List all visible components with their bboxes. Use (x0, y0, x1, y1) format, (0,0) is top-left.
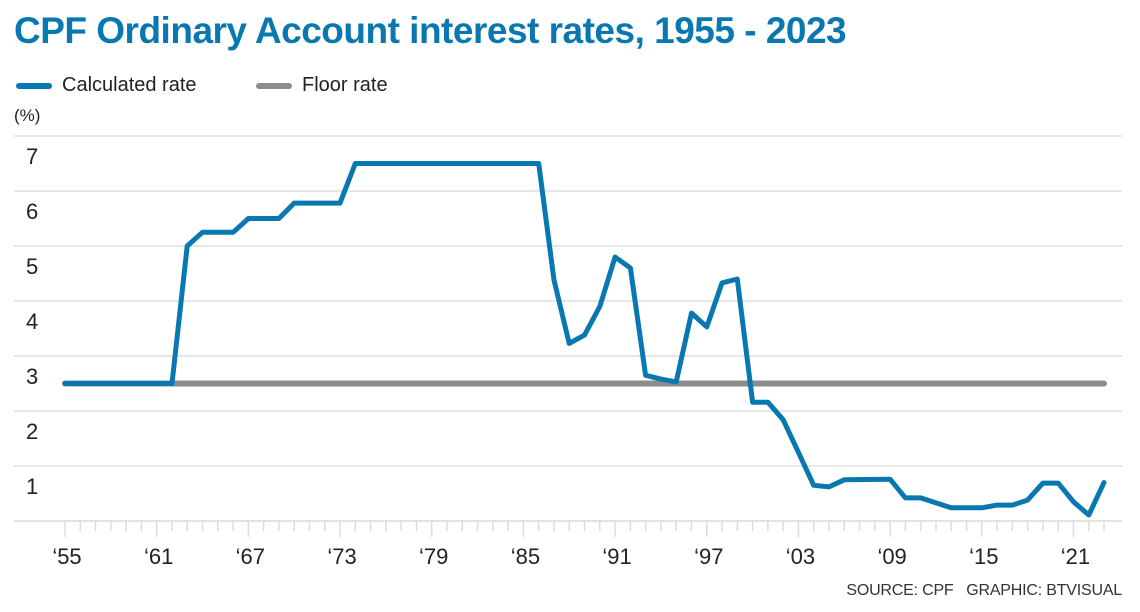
y-tick-label: 1 (26, 474, 38, 499)
series-line-calculated-rate (62, 161, 1107, 518)
y-axis-unit: (%) (14, 106, 41, 125)
x-tick-label: ‘91 (602, 544, 631, 569)
x-tick-label: ‘79 (419, 544, 448, 569)
y-tick-label: 3 (26, 364, 38, 389)
x-tick-label: ‘61 (144, 544, 173, 569)
chart-title: CPF Ordinary Account interest rates, 195… (14, 10, 847, 51)
source-credit: SOURCE: CPF GRAPHIC: BTVISUAL (846, 582, 1122, 599)
x-tick-label: ‘85 (511, 544, 540, 569)
legend-label-floor: Floor rate (302, 74, 388, 96)
x-tick-label: ‘03 (786, 544, 815, 569)
x-tick-label: ‘67 (236, 544, 265, 569)
x-tick-label: ‘55 (52, 544, 81, 569)
legend-item-floor-rate: Floor rate (256, 74, 388, 97)
x-tick-label: ‘15 (969, 544, 998, 569)
y-tick-label: 5 (26, 254, 38, 279)
legend-item-calculated-rate: Calculated rate (16, 74, 197, 97)
legend-label-calculated: Calculated rate (62, 74, 197, 96)
y-tick-label: 4 (26, 309, 38, 334)
x-tick-label: ‘73 (327, 544, 356, 569)
x-tick-label: ‘21 (1061, 544, 1090, 569)
y-tick-label: 7 (26, 144, 38, 169)
legend-swatch-floor (256, 82, 292, 89)
x-tick-label: ‘09 (877, 544, 906, 569)
y-tick-label: 6 (26, 199, 38, 224)
y-tick-label: 2 (26, 419, 38, 444)
legend-swatch-calculated (16, 82, 52, 89)
x-tick-label: ‘97 (694, 544, 723, 569)
